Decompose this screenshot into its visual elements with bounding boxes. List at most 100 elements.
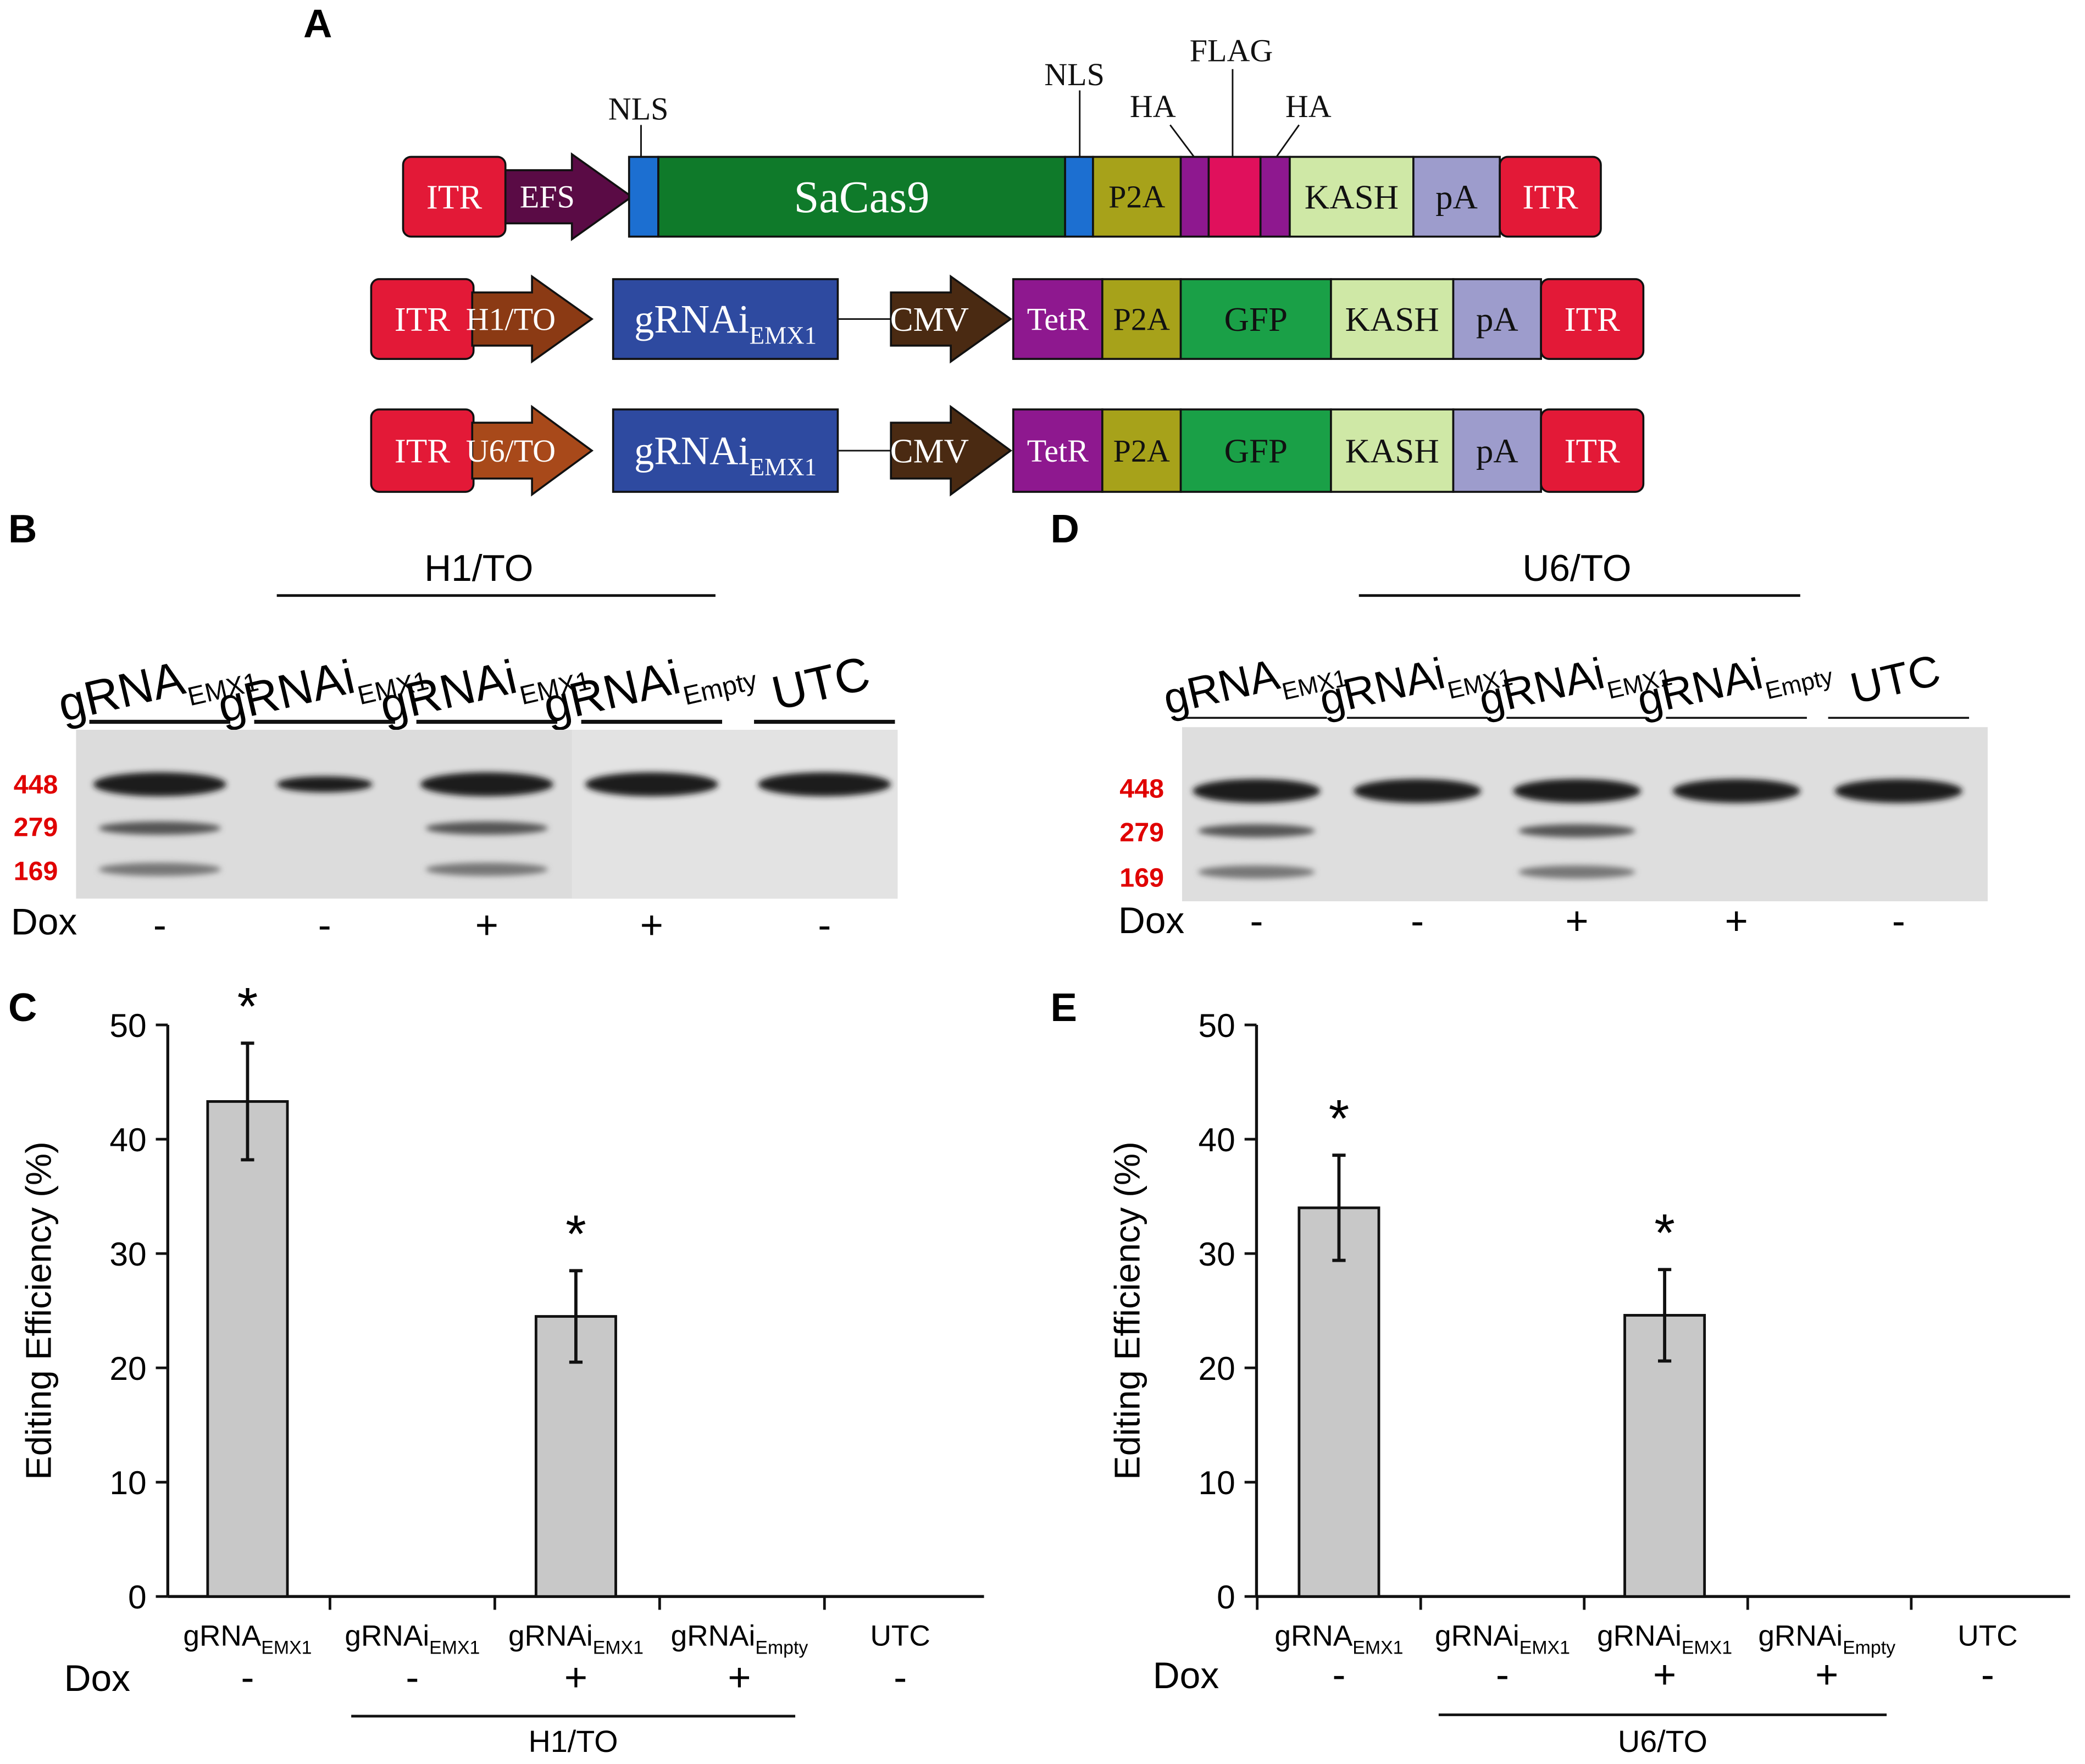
construct-label: TetR	[1027, 301, 1089, 337]
construct-element-kash: KASH	[1330, 408, 1455, 493]
significance-star: *	[1329, 1088, 1350, 1148]
construct-element-kash: KASH	[1330, 278, 1455, 360]
construct-element-pa: pA	[1452, 278, 1542, 360]
panel-label-c: C	[8, 985, 37, 1030]
construct-element-itr: ITR	[402, 156, 507, 238]
gel-group-label: U6/TO	[1522, 548, 1631, 589]
construct-label: P2A	[1113, 433, 1170, 469]
x-tick-label: gRNAEMX1	[183, 1620, 312, 1658]
construct-label: ITR	[395, 300, 450, 339]
panel-label-a: A	[303, 2, 332, 46]
gel-band-448	[1193, 779, 1321, 803]
y-tick-label: 10	[109, 1464, 146, 1501]
construct-element-u6-to: U6/TO	[466, 404, 594, 497]
gel-band-448	[276, 776, 373, 792]
construct-label: ITR	[1522, 177, 1578, 216]
construct-label: GFP	[1224, 300, 1288, 339]
nls-label-2: NLS	[1044, 57, 1105, 92]
dox-sign: +	[564, 1655, 587, 1700]
x-tick-label: gRNAiEMX1	[1597, 1620, 1732, 1658]
error-bar	[241, 1041, 254, 1162]
marker-448: 448	[14, 770, 58, 800]
construct-label: ITR	[1565, 300, 1620, 339]
construct-element-cmv: CMV	[890, 404, 1013, 497]
construct-label: U6/TO	[466, 433, 556, 469]
construct-label: gRNAiEMX1	[634, 429, 817, 481]
x-tick-label: gRNAiEMX1	[1435, 1620, 1570, 1658]
marker-279: 279	[1119, 818, 1164, 847]
construct-label: KASH	[1345, 431, 1439, 470]
gel-band-279	[1518, 824, 1635, 837]
group-label: H1/TO	[529, 1724, 618, 1759]
construct-label: KASH	[1345, 300, 1439, 339]
construct-label: pA	[1476, 431, 1518, 470]
construct-label: CMV	[890, 431, 969, 470]
dox-sign: -	[1892, 899, 1905, 944]
construct-label: ITR	[395, 431, 450, 470]
x-tick-label: gRNAEMX1	[1274, 1620, 1403, 1658]
x-tick-label: gRNAiEMX1	[345, 1620, 480, 1658]
dox-label: Dox	[1118, 900, 1185, 941]
construct-element-sacas9: SaCas9	[657, 156, 1066, 238]
construct-element-p2a: P2A	[1101, 278, 1182, 360]
dox-sign: -	[818, 903, 831, 947]
y-axis-label: Editing Efficiency (%)	[18, 1141, 58, 1480]
y-tick-label: 50	[109, 1007, 146, 1044]
dox-sign: +	[1815, 1652, 1838, 1697]
gel-band-448	[758, 772, 891, 796]
construct-label: pA	[1435, 177, 1478, 216]
construct-element-tag	[628, 156, 659, 238]
construct-element-tag	[1207, 156, 1262, 238]
construct-element-tetr: TetR	[1012, 408, 1104, 493]
gel-band-448	[93, 772, 226, 796]
nls-label-1: NLS	[608, 91, 669, 127]
construct-label: H1/TO	[466, 301, 556, 337]
y-tick-label: 40	[109, 1121, 146, 1158]
y-tick-label: 0	[1217, 1578, 1235, 1616]
gel-panel-d: U6/TO gRNAEMX1gRNAiEMX1gRNAiEMX1gRNAiEmp…	[1118, 548, 1988, 944]
construct-label: GFP	[1224, 431, 1288, 470]
group-label: U6/TO	[1618, 1724, 1707, 1759]
construct-label: ITR	[426, 177, 482, 216]
bar	[1297, 1206, 1380, 1598]
construct-element-tag	[1064, 156, 1094, 238]
dox-sign: -	[1250, 899, 1263, 944]
construct-annotations: NLS NLS HA FLAG HA	[608, 32, 1332, 158]
gel-band-448	[585, 772, 718, 796]
construct-element-kash: KASH	[1289, 156, 1415, 238]
marker-169: 169	[1119, 863, 1164, 892]
gel-group-label: H1/TO	[424, 548, 533, 589]
ha-label-2: HA	[1285, 88, 1332, 124]
dox-sign: -	[894, 1655, 907, 1700]
bar	[206, 1100, 289, 1598]
dox-sign: +	[1653, 1652, 1676, 1697]
construct-element-pa: pA	[1412, 156, 1501, 238]
gel-band-169	[98, 862, 221, 877]
gel-band-448	[1354, 779, 1482, 803]
construct-element-tetr: TetR	[1012, 278, 1104, 360]
panel-label-b: B	[8, 507, 37, 551]
gel-band-169	[425, 862, 548, 877]
construct-u6to: ITR U6/TO gRNAiEMX1 CMV TetR P2A GFP KASH pA ITR	[370, 404, 1645, 497]
panel-label-e: E	[1051, 985, 1077, 1030]
construct-sacas9: ITR EFS SaCas9 P2A KASH pA ITR	[402, 152, 1602, 241]
construct-label: SaCas9	[794, 172, 930, 222]
construct-element-h1-to: H1/TO	[466, 274, 594, 364]
error-bar	[569, 1269, 583, 1364]
construct-element-itr: ITR	[370, 408, 475, 493]
significance-star: *	[565, 1203, 586, 1263]
error-bar	[1332, 1153, 1346, 1262]
construct-label: gRNAiEMX1	[634, 297, 817, 349]
error-bar	[1657, 1268, 1672, 1363]
y-tick-label: 20	[1198, 1350, 1235, 1387]
gel-band-279	[98, 821, 221, 835]
x-tick-label: gRNAiEMX1	[508, 1620, 644, 1658]
significance-star: *	[1654, 1202, 1675, 1262]
y-tick-label: 10	[1198, 1464, 1235, 1501]
x-tick-label: gRNAiEmpty	[671, 1620, 808, 1658]
dox-sign: -	[241, 1655, 254, 1700]
y-tick-label: 30	[1198, 1235, 1235, 1273]
gel-band-169	[1198, 865, 1315, 879]
dox-sign: +	[728, 1655, 751, 1700]
